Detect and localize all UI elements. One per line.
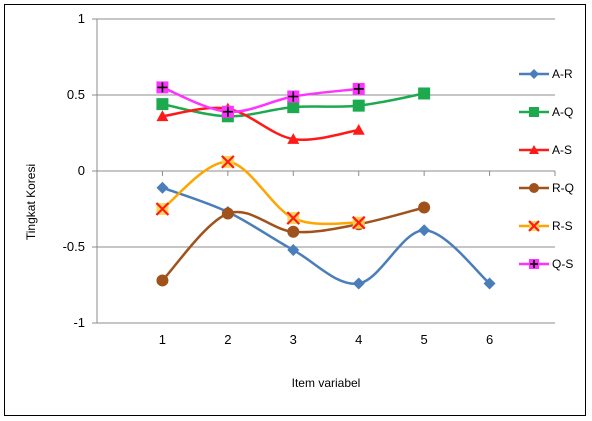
y-tick-label: 0.5	[67, 87, 85, 102]
x-tick-label: 2	[224, 332, 231, 347]
series-a-r	[156, 181, 496, 290]
series-line	[161, 86, 359, 113]
series-line	[161, 186, 491, 285]
legend-item: A-S	[519, 143, 572, 157]
chart-frame	[4, 4, 586, 416]
data-point	[156, 181, 169, 194]
legend: A-R A-Q A-S R-Q R-S Q-S	[519, 67, 574, 271]
series-line	[161, 160, 359, 226]
legend-item: A-R	[519, 67, 573, 81]
legend-marker	[529, 69, 539, 79]
data-point	[156, 81, 169, 94]
data-point	[156, 274, 169, 287]
series-q-s	[156, 81, 365, 118]
series-group	[155, 81, 496, 290]
legend-marker	[529, 107, 539, 117]
data-point	[156, 98, 169, 111]
legend-label: R-Q	[552, 181, 574, 195]
data-point	[221, 105, 234, 118]
y-tick-label: 0	[78, 163, 85, 178]
data-point	[287, 225, 300, 238]
series-r-s	[155, 155, 366, 230]
legend-item: R-Q	[519, 181, 574, 195]
data-point	[352, 123, 365, 135]
legend-marker	[529, 259, 539, 269]
data-point	[351, 215, 366, 230]
x-tick-label: 4	[355, 332, 362, 347]
legend-label: A-S	[552, 143, 572, 157]
data-point	[352, 82, 365, 95]
legend-item: A-Q	[519, 105, 573, 119]
x-tick-label: 6	[486, 332, 493, 347]
data-point	[155, 202, 170, 216]
grid-lines	[97, 18, 555, 324]
data-point	[221, 207, 234, 220]
data-point	[418, 224, 431, 237]
data-point	[418, 87, 431, 100]
x-axis-title: Item variabel	[292, 376, 361, 390]
data-point	[156, 110, 169, 122]
legend-item: Q-S	[519, 257, 573, 271]
y-axis-title: Tingkat Koresi	[24, 164, 38, 240]
x-tick-label: 5	[421, 332, 428, 347]
x-tick-label: 3	[290, 332, 297, 347]
data-point	[287, 133, 300, 144]
data-point	[286, 211, 301, 225]
series-line	[162, 106, 359, 142]
y-tick-label: -1	[73, 315, 85, 330]
axes: 1 0.5 0 -0.5 -1 1 2 3 4 5 6	[63, 11, 556, 347]
data-point	[221, 155, 235, 169]
legend-label: Q-S	[552, 257, 573, 271]
y-tick-label: 1	[78, 11, 85, 26]
data-point	[287, 90, 300, 103]
legend-marker	[529, 183, 539, 193]
legend-marker	[529, 145, 539, 154]
data-point	[352, 277, 365, 290]
x-tick-label: 1	[159, 332, 166, 347]
legend-item: R-S	[519, 219, 573, 233]
y-tick-label: -0.5	[63, 239, 85, 254]
data-point	[418, 201, 431, 214]
data-point	[483, 277, 496, 290]
data-point	[287, 101, 300, 114]
data-point	[352, 99, 365, 112]
legend-label: R-S	[552, 219, 573, 233]
legend-label: A-R	[552, 67, 573, 81]
legend-label: A-Q	[552, 105, 573, 119]
legend-marker	[528, 220, 540, 232]
data-point	[287, 244, 300, 257]
